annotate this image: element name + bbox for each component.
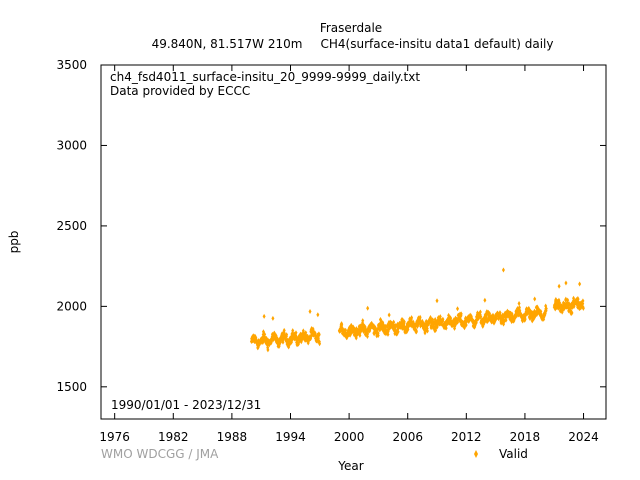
data-point: [291, 328, 295, 334]
legend-marker: [474, 450, 478, 458]
data-point: [308, 309, 312, 315]
data-point: [517, 304, 521, 310]
data-point: [425, 328, 429, 334]
data-point: [544, 306, 548, 312]
data-point: [564, 280, 568, 286]
data-point: [294, 330, 298, 336]
data-point: [282, 327, 286, 333]
y-tick-label: 1500: [56, 380, 87, 394]
x-tick-label: 2000: [334, 430, 365, 444]
y-tick-label: 3500: [56, 58, 87, 72]
data-point: [296, 341, 300, 347]
data-point: [254, 335, 258, 341]
x-tick-label: 1988: [217, 430, 248, 444]
data-point: [501, 267, 505, 273]
y-axis-label: ppb: [7, 231, 21, 254]
data-point: [376, 333, 380, 339]
data-point: [358, 332, 362, 338]
y-axis-ticks: 1500 2000 2500 3000 3500: [56, 58, 606, 394]
data-point: [478, 309, 482, 315]
chart-subtitle: CH4(surface-insitu data1 default) daily: [321, 37, 554, 51]
data-point: [363, 324, 367, 330]
data-point: [479, 314, 483, 320]
data-points: [249, 267, 585, 353]
data-point: [434, 327, 438, 333]
file-label: ch4_fsd4011_surface-insitu_20_9999-9999_…: [110, 70, 420, 84]
data-point: [392, 319, 396, 325]
y-tick-label: 2500: [56, 219, 87, 233]
data-point: [281, 339, 285, 345]
date-range-label: 1990/01/01 - 2023/12/31: [111, 398, 261, 412]
chart-location: 49.840N, 81.517W 210m: [152, 37, 303, 51]
provider-label: Data provided by ECCC: [110, 84, 250, 98]
data-point: [523, 316, 527, 322]
data-point: [344, 327, 348, 333]
data-point: [435, 324, 439, 330]
data-point: [464, 322, 468, 328]
data-point: [402, 319, 406, 325]
data-point: [435, 298, 439, 304]
y-tick-label: 3000: [56, 138, 87, 152]
x-tick-label: 2024: [568, 430, 599, 444]
x-tick-label: 2012: [451, 430, 482, 444]
data-point: [566, 297, 570, 303]
x-tick-label: 1994: [275, 430, 306, 444]
legend: Valid: [474, 447, 528, 461]
data-point: [517, 300, 521, 306]
data-point: [285, 332, 289, 338]
x-axis-label: Year: [337, 459, 363, 473]
data-point: [483, 297, 487, 303]
chart-title: Fraserdale: [320, 21, 382, 35]
data-point: [304, 330, 308, 336]
data-point: [410, 315, 414, 321]
data-point: [576, 296, 580, 302]
data-point: [444, 325, 448, 331]
data-point: [396, 329, 400, 335]
x-axis-ticks: 1976 1982 1988 1994 2000 2006 2012 2018 2024: [99, 65, 599, 444]
x-tick-label: 1976: [99, 430, 130, 444]
data-point: [361, 318, 365, 324]
data-point: [366, 305, 370, 311]
data-point: [262, 313, 266, 319]
data-point: [459, 311, 463, 317]
data-point: [271, 315, 275, 321]
credit-label: WMO WDCGG / JMA: [101, 447, 219, 461]
plot-frame: [100, 64, 607, 420]
data-point: [418, 314, 422, 320]
data-point: [316, 312, 320, 318]
data-point: [317, 332, 321, 338]
legend-label: Valid: [499, 447, 528, 461]
data-point: [533, 296, 537, 302]
data-point: [386, 331, 390, 337]
x-tick-label: 2018: [510, 430, 541, 444]
data-point: [581, 298, 585, 304]
data-point: [462, 325, 466, 331]
data-point: [456, 306, 460, 312]
x-tick-label: 2006: [392, 430, 423, 444]
data-point: [570, 310, 574, 316]
data-point: [263, 331, 267, 337]
data-point: [557, 283, 561, 289]
data-point: [266, 347, 270, 353]
data-point: [441, 316, 445, 322]
data-point: [578, 281, 582, 287]
data-point: [504, 317, 508, 323]
y-tick-label: 2000: [56, 299, 87, 313]
data-point: [414, 329, 418, 335]
data-point: [581, 305, 585, 311]
data-point: [318, 341, 322, 347]
x-tick-label: 1982: [158, 430, 189, 444]
data-point: [387, 312, 391, 318]
